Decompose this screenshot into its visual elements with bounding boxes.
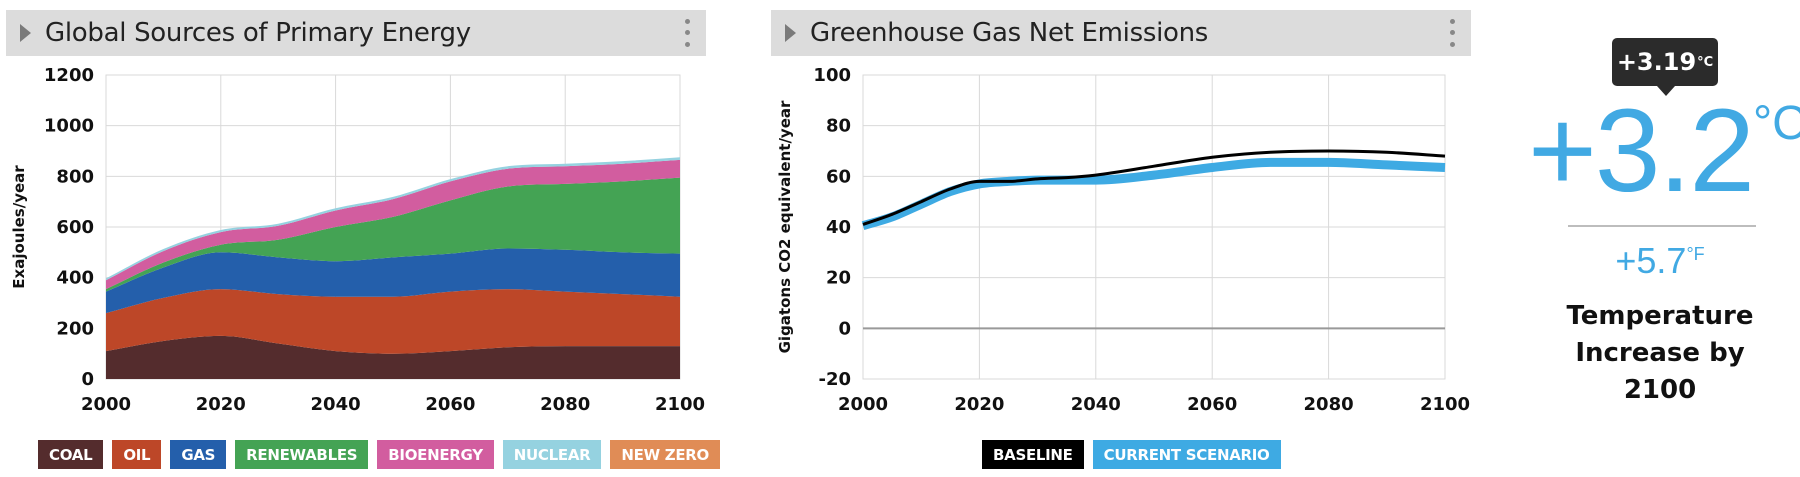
y-tick-label: 800 bbox=[56, 166, 94, 187]
legend-item-bioenergy[interactable]: BIOENERGY bbox=[377, 440, 494, 469]
line-baseline bbox=[862, 149, 1446, 226]
legend-item-coal[interactable]: COAL bbox=[38, 440, 104, 469]
area-coal bbox=[106, 335, 680, 379]
legend-item-renewables[interactable]: RENEWABLES bbox=[235, 440, 369, 469]
x-tick-label: 2060 bbox=[1187, 394, 1237, 415]
expand-caret-icon[interactable] bbox=[20, 24, 31, 42]
y-tick-label: -20 bbox=[818, 369, 851, 390]
emissions-panel-header[interactable]: Greenhouse Gas Net Emissions bbox=[771, 10, 1471, 56]
y-tick-label: 60 bbox=[826, 166, 851, 187]
area-gas bbox=[106, 248, 680, 314]
y-axis-title: Exajoules/year bbox=[10, 165, 28, 289]
legend-item-gas[interactable]: GAS bbox=[170, 440, 227, 469]
fahrenheit-unit: °F bbox=[1686, 244, 1705, 264]
y-tick-label: 0 bbox=[81, 369, 94, 390]
x-tick-label: 2020 bbox=[196, 394, 246, 415]
more-options-icon[interactable] bbox=[682, 16, 692, 50]
line-current_scenario bbox=[861, 157, 1446, 231]
x-tick-label: 2100 bbox=[655, 394, 705, 415]
x-tick-label: 2080 bbox=[1304, 394, 1354, 415]
energy-area-chart[interactable]: 2000 2020 2040 2060 2080 2100 0 200 400 600 800 100… bbox=[0, 58, 720, 428]
y-tick-label: 100 bbox=[813, 65, 851, 86]
y-tick-label: 400 bbox=[56, 268, 94, 289]
temperature-fahrenheit: +5.7°F bbox=[1520, 240, 1800, 282]
energy-panel-header[interactable]: Global Sources of Primary Energy bbox=[6, 10, 706, 56]
y-tick-label: 40 bbox=[826, 217, 851, 238]
legend-item-nuclear[interactable]: NUCLEAR bbox=[502, 440, 602, 469]
x-tick-label: 2060 bbox=[425, 394, 475, 415]
legend-item-oil[interactable]: OIL bbox=[112, 440, 162, 469]
y-tick-label: 1000 bbox=[44, 116, 94, 137]
legend-item-baseline[interactable]: BASELINE bbox=[982, 440, 1084, 469]
y-tick-label: 20 bbox=[826, 268, 851, 289]
tooltip-unit: °C bbox=[1697, 54, 1714, 70]
area-bioenergy bbox=[106, 159, 680, 290]
y-tick-label: 200 bbox=[56, 318, 94, 339]
temperature-tooltip: +3.19 °C bbox=[1612, 38, 1718, 96]
temperature-caption: Temperature Increase by 2100 bbox=[1566, 301, 1754, 405]
y-tick-label: 80 bbox=[826, 116, 851, 137]
x-tick-label: 2020 bbox=[954, 394, 1004, 415]
x-tick-label: 2000 bbox=[81, 394, 131, 415]
celsius-value: +3.2 bbox=[1528, 85, 1755, 217]
x-tick-label: 2040 bbox=[311, 394, 361, 415]
x-tick-label: 2080 bbox=[540, 394, 590, 415]
divider bbox=[1568, 225, 1756, 227]
emissions-panel-title: Greenhouse Gas Net Emissions bbox=[810, 18, 1209, 48]
celsius-unit: °C bbox=[1752, 97, 1800, 150]
x-tick-label: 2040 bbox=[1071, 394, 1121, 415]
expand-caret-icon[interactable] bbox=[785, 24, 796, 42]
x-tick-label: 2000 bbox=[838, 394, 888, 415]
y-tick-label: 1200 bbox=[44, 65, 94, 86]
energy-legend: COAL OIL GAS RENEWABLES BIOENERGY NUCLEAR NEW … bbox=[38, 440, 720, 469]
tooltip-value: +3.19 bbox=[1616, 48, 1697, 76]
emissions-legend: BASELINE CURRENT SCENARIO bbox=[982, 440, 1281, 469]
area-oil bbox=[106, 289, 680, 354]
y-axis-title: Gigatons CO2 equivalent/year bbox=[776, 100, 794, 353]
emissions-line-chart[interactable]: 2000 2020 2040 2060 2080 2100-20020406080100G… bbox=[760, 58, 1500, 428]
y-tick-label: 600 bbox=[56, 217, 94, 238]
x-tick-label: 2100 bbox=[1420, 394, 1470, 415]
energy-panel-title: Global Sources of Primary Energy bbox=[45, 18, 471, 48]
area-renewables bbox=[106, 177, 680, 292]
more-options-icon[interactable] bbox=[1447, 16, 1457, 50]
temperature-celsius: +3.2°C bbox=[1528, 92, 1800, 210]
y-tick-label: 0 bbox=[838, 318, 851, 339]
temperature-panel: +3.19 °C +3.2°C +5.7°F Temperature Increa… bbox=[1520, 30, 1800, 450]
legend-item-current_scenario[interactable]: CURRENT SCENARIO bbox=[1092, 440, 1281, 469]
legend-item-new_zero[interactable]: NEW ZERO bbox=[610, 440, 720, 469]
fahrenheit-value: +5.7 bbox=[1615, 240, 1687, 281]
